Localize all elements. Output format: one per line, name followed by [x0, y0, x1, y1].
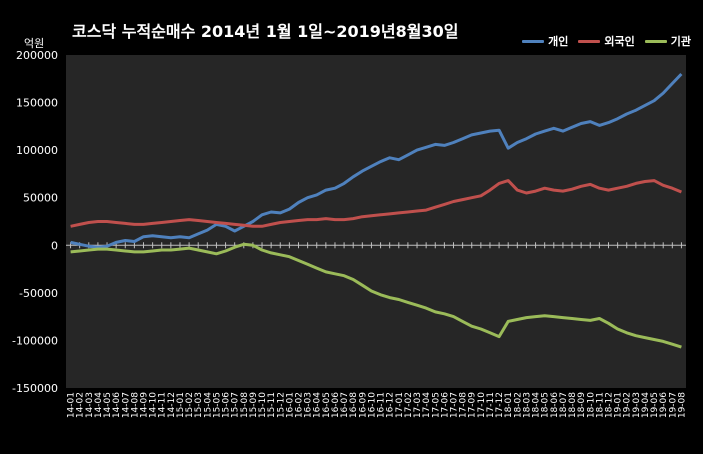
x-tick-label: 15-01 [176, 392, 186, 418]
x-tick-label: 15-11 [267, 392, 277, 418]
x-tick-label: 17-12 [495, 392, 505, 418]
x-tick-label: 17-03 [413, 392, 423, 418]
x-tick-label: 16-05 [322, 392, 332, 418]
x-tick-label: 14-04 [94, 392, 104, 418]
x-tick-label: 16-08 [349, 392, 359, 418]
x-tick-label: 15-05 [212, 392, 222, 418]
x-tick-label: 18-11 [595, 392, 605, 418]
x-tick-label: 15-10 [258, 392, 268, 418]
x-tick-label: 16-09 [358, 392, 368, 418]
x-tick-label: 16-06 [331, 392, 341, 418]
x-tick-label: 14-11 [158, 392, 168, 418]
legend-swatch-individual [522, 39, 545, 43]
x-tick-label: 15-09 [249, 392, 259, 418]
legend-swatch-institution [644, 39, 667, 43]
y-tick-label: -150000 [12, 382, 58, 395]
x-tick-label: 19-04 [641, 392, 651, 418]
x-tick-label: 18-06 [550, 392, 560, 418]
series-line-individual [70, 72, 683, 249]
x-tick-label: 17-02 [404, 392, 414, 418]
y-axis-unit-label: 억원 [24, 37, 45, 50]
y-tick-label: 200000 [16, 49, 58, 62]
x-tick-label: 14-12 [167, 392, 177, 418]
series-line-institution [70, 242, 682, 349]
x-tick-label: 14-09 [140, 392, 150, 418]
x-tick-label: 18-01 [504, 392, 514, 418]
x-tick-label: 14-05 [103, 392, 113, 418]
x-tick-label: 16-07 [340, 392, 350, 418]
x-tick-label: 17-07 [450, 392, 460, 418]
x-tick-label: 17-08 [459, 392, 469, 418]
y-tick-label: -100000 [12, 334, 58, 347]
y-tick-label: -50000 [19, 287, 58, 300]
x-tick-label: 16-01 [285, 392, 295, 418]
x-tick-label: 19-01 [614, 392, 624, 418]
x-tick-label: 19-02 [623, 392, 633, 418]
x-tick-label: 19-03 [632, 392, 642, 418]
x-tick-label: 18-03 [522, 392, 532, 418]
x-tick-label: 19-08 [677, 392, 687, 418]
x-tick-label: 14-06 [112, 392, 122, 418]
x-tick-label: 18-08 [568, 392, 578, 418]
x-tick-label: 18-10 [586, 392, 596, 418]
x-tick-label: 16-04 [313, 392, 323, 418]
x-tick-label: 16-12 [386, 392, 396, 418]
legend-label-individual: 개인 [548, 35, 569, 48]
legend-item-foreign: 외국인 [578, 33, 635, 49]
x-tick-label: 17-04 [422, 392, 432, 418]
x-tick-label: 17-06 [440, 392, 450, 418]
legend-label-foreign: 외국인 [604, 35, 635, 48]
x-tick-label: 18-04 [532, 392, 542, 418]
x-tick-label: 14-02 [76, 392, 86, 418]
x-tick-label: 16-02 [295, 392, 305, 418]
x-tick-label: 15-07 [231, 392, 241, 418]
x-tick-label: 14-03 [85, 392, 95, 418]
x-tick-label: 14-01 [67, 392, 77, 418]
legend-item-institution: 기관 [644, 33, 691, 49]
x-tick-label: 17-01 [395, 392, 405, 418]
x-tick-label: 17-10 [477, 392, 487, 418]
x-tick-label: 19-07 [668, 392, 678, 418]
x-tick-label: 15-03 [194, 392, 204, 418]
x-axis: 14-01 14-02 14-03 14-04 14-05 14-06 14-07 14-08… [66, 242, 687, 418]
x-tick-label: 19-06 [659, 392, 669, 418]
x-tick-label: 14-08 [130, 392, 140, 418]
x-tick-label: 16-10 [367, 392, 377, 418]
x-tick-label: 14-07 [121, 392, 131, 418]
x-tick-label: 18-12 [605, 392, 615, 418]
x-tick-label: 17-09 [468, 392, 478, 418]
x-tick-label: 17-11 [486, 392, 496, 418]
y-tick-label: 50000 [23, 192, 58, 205]
legend-swatch-foreign [578, 39, 601, 43]
legend-item-individual: 개인 [522, 33, 568, 49]
y-tick-label: 0 [51, 239, 58, 252]
x-tick-label: 18-09 [577, 392, 587, 418]
x-tick-label: 18-02 [513, 392, 523, 418]
x-tick-label: 15-06 [222, 392, 232, 418]
legend-label-institution: 기관 [670, 35, 691, 48]
y-tick-label: 150000 [16, 97, 58, 110]
y-axis: 200000 150000 100000 50000 0 -50000 -100000 -15… [12, 49, 58, 395]
x-tick-label: 15-12 [276, 392, 286, 418]
x-tick-label: 16-11 [377, 392, 387, 418]
x-tick-label: 15-08 [240, 392, 250, 418]
series-lines [70, 72, 683, 349]
y-tick-label: 100000 [16, 144, 58, 157]
x-tick-label: 15-04 [203, 392, 213, 418]
x-tick-label: 15-02 [185, 392, 195, 418]
x-tick-label: 18-07 [559, 392, 569, 418]
series-line-foreign [70, 179, 682, 228]
x-tick-label: 19-05 [650, 392, 660, 418]
x-tick-label: 16-03 [304, 392, 314, 418]
x-tick-label: 14-10 [149, 392, 159, 418]
x-tick-label: 17-05 [431, 392, 441, 418]
x-tick-label: 18-05 [541, 392, 551, 418]
chart-title: 코스닥 누적순매수 2014년 1월 1일~2019년8월30일 [72, 22, 459, 41]
legend: 개인 외국인 기관 [522, 33, 691, 49]
